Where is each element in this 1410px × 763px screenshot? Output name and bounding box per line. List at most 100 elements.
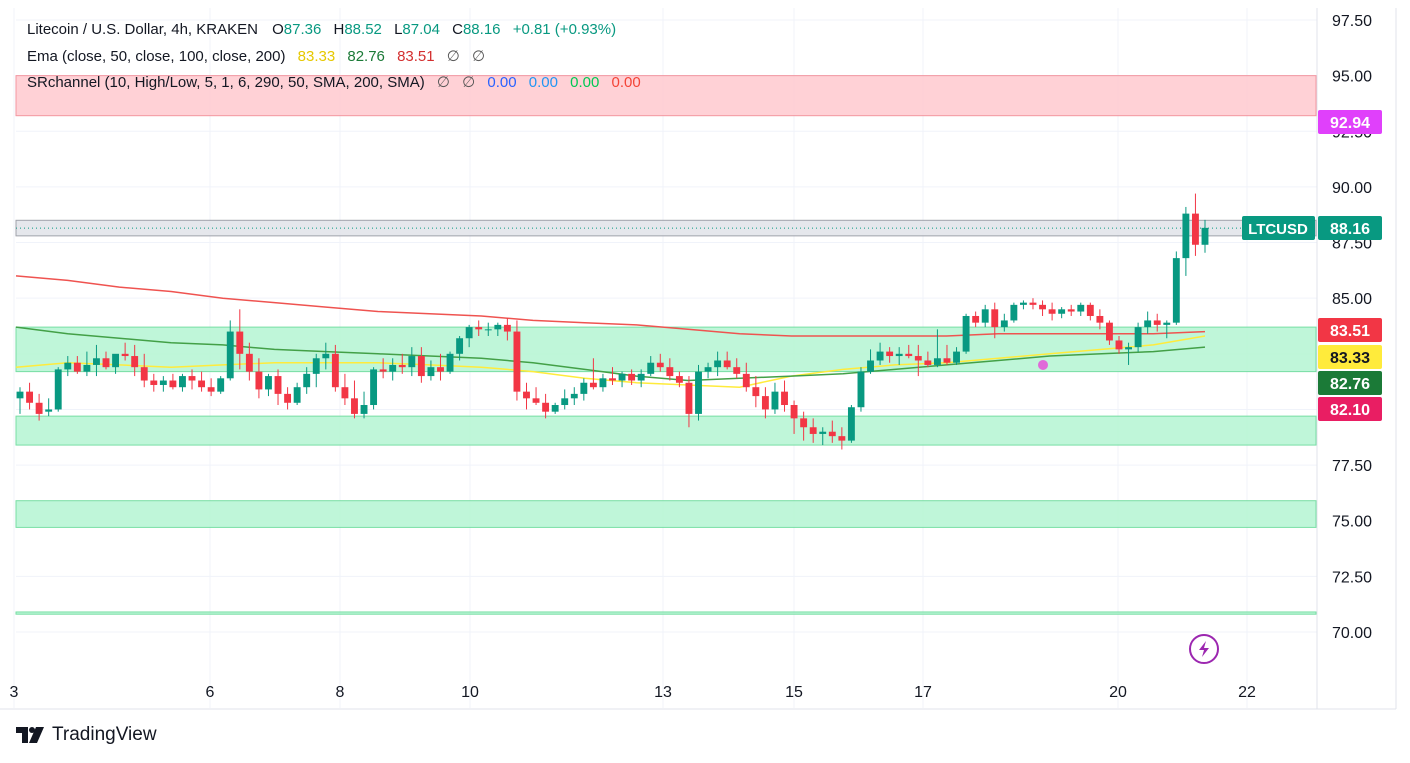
signal-marker xyxy=(1038,359,1048,370)
candle-body xyxy=(685,382,693,414)
sr-zone-support xyxy=(15,500,1317,528)
candle-body xyxy=(1153,320,1161,325)
candle-body xyxy=(972,315,980,323)
candle-body xyxy=(589,382,597,388)
candle-body xyxy=(370,369,378,406)
srchannel-na-1: ∅ xyxy=(436,74,450,91)
legend-symbol-row[interactable]: Litecoin / U.S. Dollar, 4h, KRAKEN O87.3… xyxy=(27,21,616,38)
candle-body xyxy=(159,380,167,385)
candle-body xyxy=(933,358,941,365)
candle-body xyxy=(207,387,215,392)
candle-body xyxy=(991,309,999,328)
candle-body xyxy=(322,353,330,359)
candle-body xyxy=(675,376,683,383)
open-label: O xyxy=(272,21,284,38)
candle-body xyxy=(1058,309,1066,314)
candle-body xyxy=(551,405,559,412)
candle-body xyxy=(73,362,81,372)
candle-body xyxy=(819,431,827,434)
tradingview-brand[interactable]: TradingView xyxy=(16,724,157,746)
candle-body xyxy=(112,353,120,368)
candle-body xyxy=(236,331,244,354)
tradingview-logo-icon xyxy=(16,727,44,743)
candle-body xyxy=(150,380,158,385)
candle-body xyxy=(886,351,894,357)
candle-body xyxy=(169,380,177,388)
candle-body xyxy=(618,373,626,381)
candle-body xyxy=(494,324,502,330)
candle-body xyxy=(1048,309,1056,314)
price-tick-label: 77.50 xyxy=(1332,458,1372,475)
lightning-icon[interactable] xyxy=(1189,634,1219,664)
candle-body xyxy=(1067,309,1075,312)
candle-body xyxy=(131,356,139,368)
candle-body xyxy=(733,367,741,374)
candle-body xyxy=(1182,213,1190,259)
candle-body xyxy=(1115,340,1123,350)
candle-body xyxy=(953,351,960,363)
price-label-text: 83.51 xyxy=(1330,323,1370,340)
candle-body xyxy=(867,360,874,372)
symbol-title: Litecoin / U.S. Dollar, 4h, KRAKEN xyxy=(27,21,258,38)
candle-body xyxy=(255,371,263,390)
close-value: 88.16 xyxy=(462,21,501,38)
candle-body xyxy=(226,331,234,379)
sr-zone-resistance xyxy=(15,75,1317,117)
candle-body xyxy=(45,409,53,412)
candle-body xyxy=(331,353,339,388)
candle-body xyxy=(838,436,846,441)
candle-body xyxy=(1039,304,1046,310)
price-label-bg xyxy=(1318,110,1382,134)
candle-body xyxy=(513,331,521,392)
ema-line xyxy=(15,275,1206,337)
candle-body xyxy=(809,427,817,434)
candle-body xyxy=(465,327,473,339)
candle-body xyxy=(1134,327,1142,348)
candle-body xyxy=(895,353,903,357)
candle-body xyxy=(790,405,798,419)
candle-body xyxy=(1010,304,1018,321)
time-tick-label: 6 xyxy=(206,684,215,701)
candle-body xyxy=(609,378,616,381)
candle-body xyxy=(561,398,569,406)
sr-zone-support xyxy=(15,611,1317,615)
ema100-value: 82.76 xyxy=(347,48,385,65)
candle-body xyxy=(64,362,72,370)
time-tick-label: 15 xyxy=(785,684,803,701)
candle-body xyxy=(188,376,196,381)
candle-body xyxy=(742,373,750,388)
price-tick-label: 72.50 xyxy=(1332,569,1372,586)
price-tick-label: 95.00 xyxy=(1332,69,1372,86)
srchannel-value-3: 0.00 xyxy=(570,74,600,91)
open-value: 87.36 xyxy=(283,21,322,38)
srchannel-value-4: 0.00 xyxy=(611,74,641,91)
symbol-tag-bg xyxy=(1242,216,1315,240)
time-tick-label: 10 xyxy=(461,684,479,701)
time-tick-label: 13 xyxy=(654,684,672,701)
candle-body xyxy=(341,387,349,399)
candle-body xyxy=(695,371,702,414)
price-labels: 92.94 88.16 LTCUSD 83.51 83.33 82.76 82.10 xyxy=(1242,110,1382,421)
srchannel-na-2: ∅ xyxy=(462,74,476,91)
candle-body xyxy=(54,369,62,410)
candle-body xyxy=(16,391,24,399)
candle-body xyxy=(1125,347,1132,350)
candle-body xyxy=(265,376,272,390)
time-axis[interactable]: 3 6 8 10 13 15 17 20 22 xyxy=(10,684,1256,701)
legend-ema-row[interactable]: Ema (close, 50, close, 100, close, 200) … xyxy=(27,47,485,65)
candle-body xyxy=(905,353,913,357)
srchannel-title: SRchannel (10, High/Low, 5, 1, 6, 290, 5… xyxy=(27,74,425,91)
ema-line xyxy=(15,326,1206,382)
candle-body xyxy=(389,364,397,372)
candle-body xyxy=(179,376,186,388)
candle-body xyxy=(1077,304,1085,312)
candle-body xyxy=(303,373,311,388)
price-label-text: 82.76 xyxy=(1330,376,1370,393)
candle-body xyxy=(914,356,922,361)
candle-body xyxy=(771,391,779,410)
candle-body xyxy=(83,364,91,372)
candle-body xyxy=(398,364,406,368)
legend-srchannel-row[interactable]: SRchannel (10, High/Low, 5, 1, 6, 290, 5… xyxy=(27,73,641,91)
candle-body xyxy=(628,373,636,381)
